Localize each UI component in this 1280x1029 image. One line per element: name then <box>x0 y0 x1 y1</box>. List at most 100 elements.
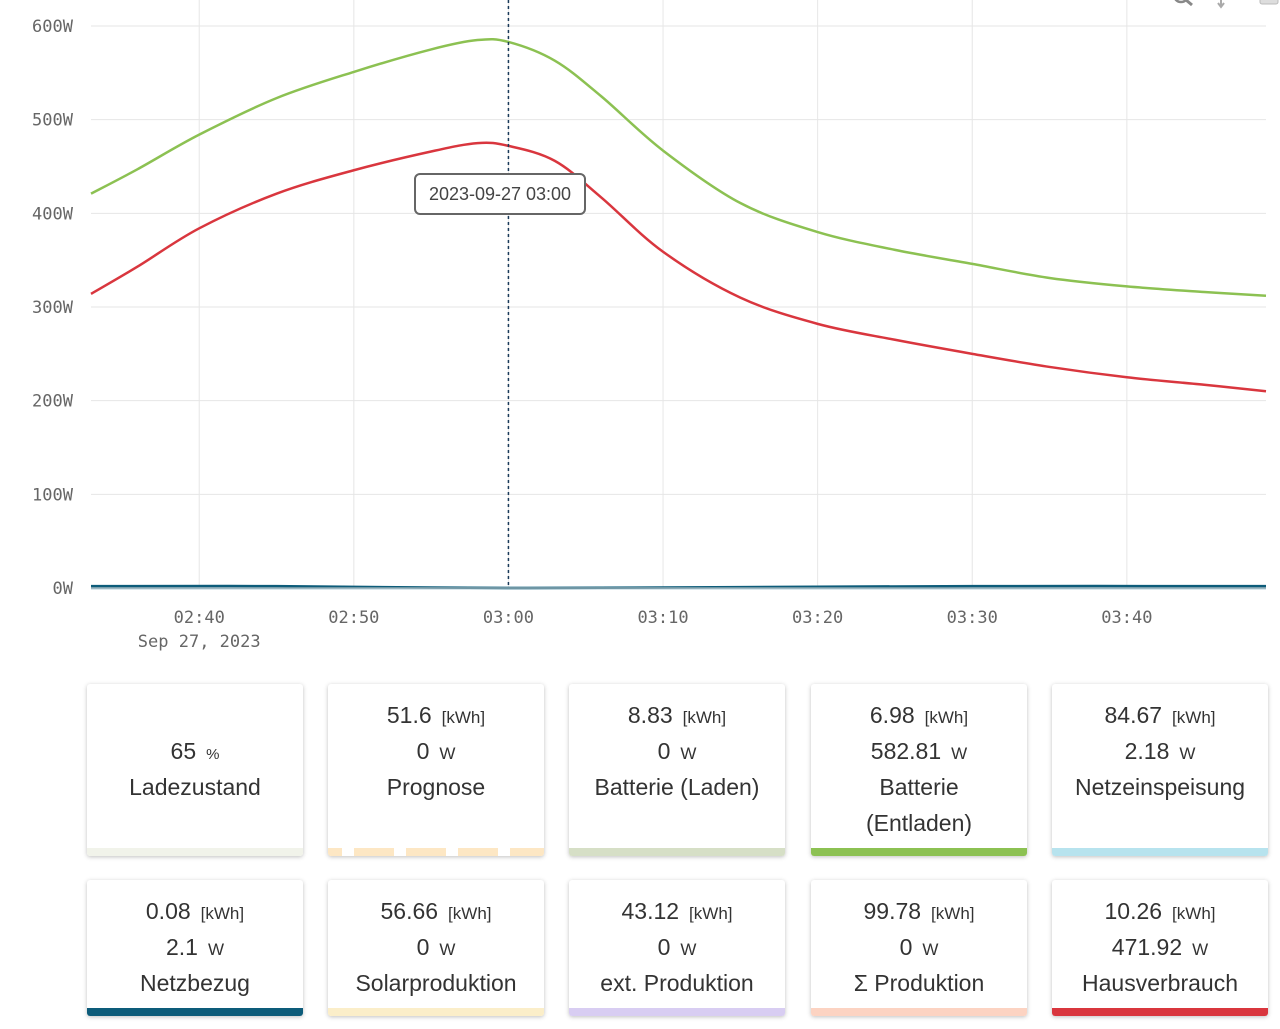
energy-value: 51.6 <box>386 702 432 728</box>
energy-value: 8.83 <box>627 702 673 728</box>
card-color-bar <box>811 848 1027 856</box>
stat-card-content: 8.83 [kWh] 0 W Batterie (Laden) <box>569 697 785 805</box>
energy-value: 99.78 <box>863 898 922 924</box>
power-unit: W <box>1179 744 1196 763</box>
energy-value: 0.08 <box>145 898 191 924</box>
series-line <box>90 37 1267 298</box>
power-value: 65 <box>170 738 197 764</box>
energy-line: 51.6 [kWh] <box>328 697 544 733</box>
x-tick-label: 02:40 <box>174 608 225 628</box>
card-color-bar <box>569 848 785 856</box>
energy-unit: [kWh] <box>1172 708 1216 727</box>
energy-line: 43.12 [kWh] <box>569 893 785 929</box>
energy-line: 6.98 [kWh] <box>811 697 1027 733</box>
zoom-icon[interactable] <box>1172 0 1194 12</box>
stat-card[interactable]: 84.67 [kWh] 2.18 W Netzeinspeisung <box>1052 684 1268 856</box>
card-color-bar <box>328 1008 544 1016</box>
power-value: 0 <box>657 934 671 960</box>
card-label: Σ Produktion <box>853 970 985 996</box>
y-tick-label: 0W <box>53 579 74 599</box>
stat-card[interactable]: 8.83 [kWh] 0 W Batterie (Laden) <box>569 684 785 856</box>
energy-value: 10.26 <box>1104 898 1163 924</box>
power-value: 2.18 <box>1124 738 1170 764</box>
power-line: 2.18 W <box>1052 733 1268 769</box>
power-value: 471.92 <box>1111 934 1183 960</box>
energy-unit: [kWh] <box>1172 904 1216 923</box>
stat-card[interactable]: 51.6 [kWh] 0 W Prognose <box>328 684 544 856</box>
stat-card-content: 6.98 [kWh] 582.81 W Batterie (Entladen) <box>811 697 1027 841</box>
power-unit: W <box>680 744 697 763</box>
power-value: 0 <box>899 934 913 960</box>
power-unit: % <box>206 746 220 763</box>
energy-unit: [kWh] <box>448 904 492 923</box>
card-color-bar <box>811 1008 1027 1016</box>
stat-card-content: 65% Ladezustand <box>87 733 303 805</box>
pan-icon[interactable] <box>1210 0 1232 12</box>
series-line <box>90 141 1267 393</box>
x-date-label: Sep 27, 2023 <box>138 632 261 652</box>
power-line: 471.92 W <box>1052 929 1268 965</box>
stat-card-content: 99.78 [kWh] 0 W Σ Produktion <box>811 893 1027 1001</box>
card-label: Batterie (Laden) <box>594 774 760 800</box>
power-unit: W <box>680 940 697 959</box>
energy-line: 8.83 [kWh] <box>569 697 785 733</box>
card-label: Netzeinspeisung <box>1074 774 1246 800</box>
y-tick-label: 400W <box>32 204 74 224</box>
stat-card[interactable]: 0.08 [kWh] 2.1 W Netzbezug <box>87 880 303 1016</box>
stat-card[interactable]: 65% Ladezustand <box>87 684 303 856</box>
energy-unit: [kWh] <box>441 708 486 727</box>
reset-icon[interactable] <box>1258 0 1280 12</box>
energy-unit: [kWh] <box>931 904 975 923</box>
power-unit: W <box>922 940 939 959</box>
power-line: 2.1 W <box>87 929 303 965</box>
x-tick-label: 03:40 <box>1101 608 1152 628</box>
card-label: Prognose <box>386 774 486 800</box>
card-color-bar <box>87 1008 303 1016</box>
stat-card-content: 84.67 [kWh] 2.18 W Netzeinspeisung <box>1052 697 1268 805</box>
card-label: Netzbezug <box>140 970 250 996</box>
x-tick-label: 03:20 <box>792 608 843 628</box>
card-label: ext. Produktion <box>600 970 754 996</box>
power-line: 65% <box>87 733 303 769</box>
y-tick-label: 500W <box>32 111 74 131</box>
stat-card[interactable]: 6.98 [kWh] 582.81 W Batterie (Entladen) <box>811 684 1027 856</box>
card-color-bar <box>569 1008 785 1016</box>
power-unit: W <box>951 744 968 763</box>
energy-unit: [kWh] <box>924 708 969 727</box>
energy-value: 6.98 <box>869 702 915 728</box>
power-unit: W <box>1192 940 1209 959</box>
power-chart[interactable]: 600W 500W 400W 300W 200W 100W 0W 02:40 Sep 27, 2… <box>0 0 1280 670</box>
stat-card-content: 51.6 [kWh] 0 W Prognose <box>328 697 544 805</box>
energy-line: 56.66 [kWh] <box>328 893 544 929</box>
power-value: 2.1 <box>165 934 198 960</box>
stat-card[interactable]: 56.66 [kWh] 0 W Solarproduktion <box>328 880 544 1016</box>
stat-card[interactable]: 99.78 [kWh] 0 W Σ Produktion <box>811 880 1027 1016</box>
power-unit: W <box>207 940 225 959</box>
stat-card-content: 56.66 [kWh] 0 W Solarproduktion <box>328 893 544 1001</box>
energy-line: 10.26 [kWh] <box>1052 893 1268 929</box>
y-tick-label: 200W <box>32 392 74 412</box>
card-label-line2: (Entladen) <box>865 810 973 836</box>
stat-card[interactable]: 10.26 [kWh] 471.92 W Hausverbrauch <box>1052 880 1268 1016</box>
power-line: 582.81 W <box>811 733 1027 769</box>
y-tick-label: 600W <box>32 17 74 37</box>
power-unit: W <box>439 940 456 959</box>
power-value: 0 <box>416 934 430 960</box>
card-label: Ladezustand <box>129 774 261 800</box>
power-value: 0 <box>416 738 430 764</box>
stat-card-content: 10.26 [kWh] 471.92 W Hausverbrauch <box>1052 893 1268 1001</box>
x-tick-label: 03:30 <box>947 608 998 628</box>
energy-line: 99.78 [kWh] <box>811 893 1027 929</box>
chart-grid <box>91 0 1266 589</box>
card-label: Solarproduktion <box>355 970 517 996</box>
card-label: Hausverbrauch <box>1082 970 1238 996</box>
energy-unit: [kWh] <box>689 904 733 923</box>
card-color-bar <box>87 848 303 856</box>
